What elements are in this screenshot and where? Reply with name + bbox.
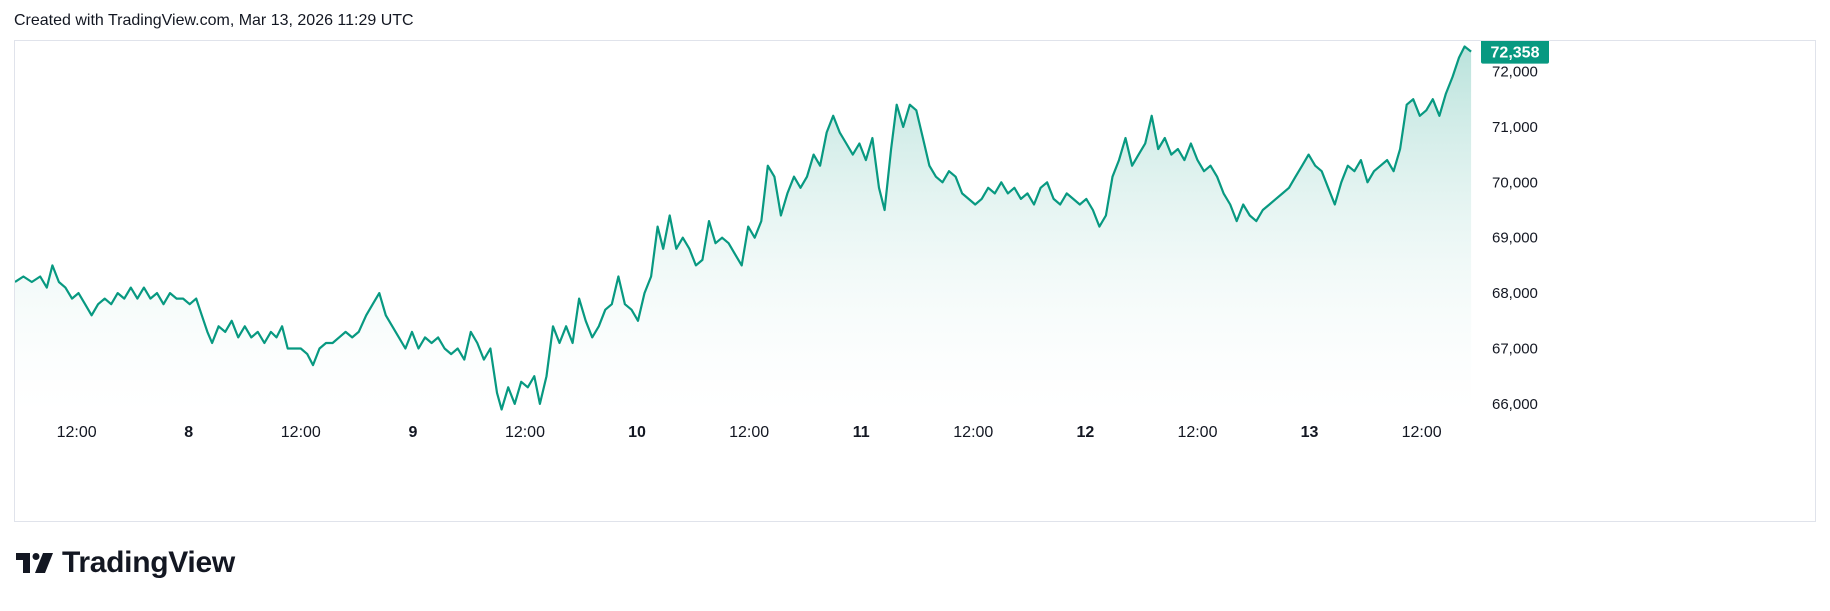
y-tick-label: 66,000	[1492, 396, 1538, 413]
chart-caption: Created with TradingView.com, Mar 13, 20…	[14, 12, 414, 29]
y-tick-label: 68,000	[1492, 285, 1538, 302]
x-tick-label: 12:00	[57, 424, 97, 441]
x-tick-label: 11	[853, 424, 870, 441]
y-tick-label: 70,000	[1492, 174, 1538, 191]
area-fill	[15, 46, 1472, 415]
tradingview-logo-icon	[16, 553, 53, 573]
x-tick-label: 12:00	[729, 424, 769, 441]
price-chart[interactable]: 66,000 67,000 68,000 69,000 70,000 71,000 72,0…	[15, 41, 1817, 523]
x-tick-label: 12:00	[953, 424, 993, 441]
x-tick-label: 8	[184, 424, 193, 441]
x-tick-label: 12	[1076, 424, 1094, 441]
chart-frame: 66,000 67,000 68,000 69,000 70,000 71,000 72,0…	[14, 40, 1816, 522]
x-tick-label: 13	[1301, 424, 1319, 441]
y-tick-label: 72,000	[1492, 63, 1538, 80]
x-tick-label: 12:00	[505, 424, 545, 441]
last-price-tag	[1481, 41, 1549, 64]
y-tick-label: 69,000	[1492, 230, 1538, 247]
x-tick-label: 12:00	[281, 424, 321, 441]
y-tick-label: 67,000	[1492, 341, 1538, 358]
price-line	[15, 45, 1472, 411]
tradingview-logo: TradingView	[16, 546, 235, 580]
x-tick-label: 12:00	[1402, 424, 1442, 441]
x-tick-label: 12:00	[1177, 424, 1217, 441]
x-tick-label: 9	[408, 424, 417, 441]
y-tick-label: 71,000	[1492, 119, 1538, 136]
last-price-label: 72,358	[1491, 45, 1540, 62]
brand-name: TradingView	[62, 546, 235, 579]
x-tick-label: 10	[628, 424, 646, 441]
